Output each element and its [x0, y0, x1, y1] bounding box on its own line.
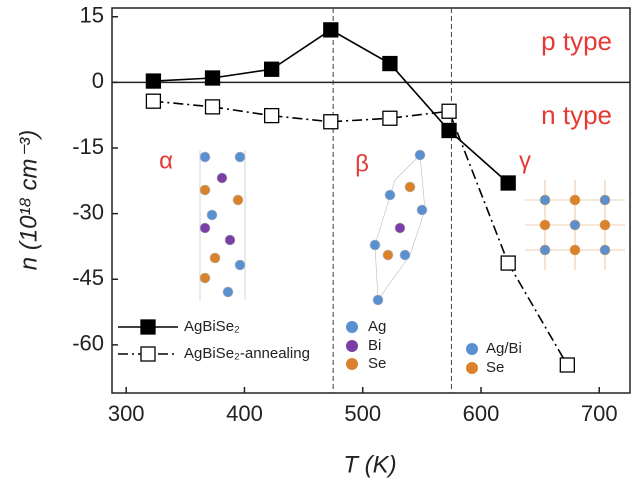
data-point [323, 22, 339, 38]
structure-label: Se [486, 359, 504, 376]
x-axis-label: T (K) [343, 451, 396, 478]
legend-marker [140, 319, 156, 335]
data-point [559, 357, 575, 373]
data-point [500, 175, 516, 191]
data-point [441, 122, 457, 139]
data-point [204, 99, 221, 115]
y-tick-label: 0 [92, 68, 104, 93]
y-axis-label: n (10¹⁸ cm⁻³) [15, 130, 42, 270]
x-tick-label: 700 [581, 401, 618, 426]
crystal-gamma [525, 180, 625, 270]
data-point [500, 255, 516, 271]
data-point [145, 73, 162, 89]
legend-label: AgBiSe₂-annealing [184, 345, 310, 362]
data-point [323, 114, 339, 130]
annotation: α [159, 147, 173, 174]
data-point [382, 55, 398, 72]
y-tick-label: 15 [80, 3, 104, 28]
annotation: n type [541, 100, 612, 130]
series-line [153, 100, 569, 366]
y-tick-label: -60 [72, 331, 104, 356]
annotation: β [355, 150, 369, 177]
data-point [441, 103, 457, 119]
x-tick-label: 300 [108, 401, 145, 426]
x-tick-label: 500 [344, 401, 381, 426]
structure-label: Se [368, 355, 386, 372]
legend-marker [140, 346, 156, 362]
legend-label: AgBiSe₂ [184, 318, 240, 335]
data-point [204, 70, 221, 86]
plot-frame [111, 7, 631, 394]
crystal-beta [369, 149, 428, 306]
data-point [382, 110, 398, 126]
y-tick-label: -30 [72, 199, 104, 224]
annotation: p type [541, 26, 612, 56]
x-tick-label: 400 [226, 401, 263, 426]
data-point [264, 61, 280, 77]
data-point [145, 93, 162, 109]
annotation: γ [519, 147, 531, 174]
data-point [264, 107, 280, 124]
structure-label: Ag/Bi [486, 340, 522, 357]
structure-legend: Ag Bi Se Ag/Bi Se [346, 318, 522, 376]
structure-label: Bi [368, 337, 381, 354]
y-tick-label: -45 [72, 265, 104, 290]
y-tick-label: -15 [72, 134, 104, 159]
crystal-alpha [199, 150, 246, 300]
x-tick-label: 600 [463, 401, 500, 426]
structure-label: Ag [368, 318, 386, 335]
